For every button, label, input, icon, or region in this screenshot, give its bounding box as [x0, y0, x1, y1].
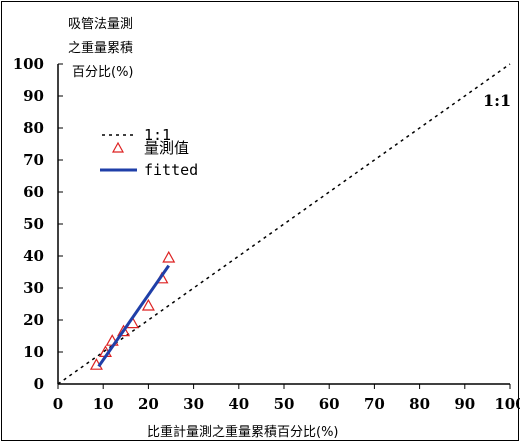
measured-point	[162, 250, 176, 263]
y-tick-label: 0	[34, 375, 44, 393]
one-to-one-line	[57, 63, 511, 385]
one-to-one-annotation: 1:1	[483, 91, 511, 110]
measured-point	[117, 324, 131, 337]
y-tick-label: 90	[23, 87, 44, 105]
x-tick-label: 70	[364, 395, 385, 413]
x-tick-label: 50	[274, 395, 295, 413]
x-tick-label: 80	[409, 395, 430, 413]
y-tick-label: 30	[23, 279, 44, 297]
y-axis-label-line-1: 吸管法量測	[68, 17, 133, 32]
x-tick-label: 60	[319, 395, 340, 413]
measured-point	[141, 298, 155, 311]
x-tick-label: 100	[494, 395, 520, 413]
legend-label-measured: 量測值	[144, 139, 189, 157]
y-tick-label: 10	[23, 343, 44, 361]
legend-label-fitted: fitted	[144, 161, 198, 179]
axis-ticks: 0 10 20 30 40 50 60 70 80 90 100 0 10 20 30 40 50 60 70 80 9…	[13, 55, 520, 413]
x-tick-label: 40	[228, 395, 249, 413]
legend-label-1to1: 1:1	[144, 126, 171, 144]
y-tick-label: 80	[23, 119, 44, 137]
y-tick-label: 60	[23, 183, 44, 201]
y-tick-label: 100	[13, 55, 44, 73]
y-axis-label-line-3: 百分比(%)	[72, 65, 134, 80]
x-axis-label: 比重計量測之重量累積百分比(%)	[147, 424, 339, 440]
y-axis-label-line-2: 之重量累積	[68, 40, 133, 56]
x-tick-label: 0	[53, 395, 63, 413]
legend: 1:1 量測值 fitted	[100, 126, 198, 179]
fitted-line	[97, 264, 170, 368]
y-tick-label: 40	[23, 247, 44, 265]
x-tick-label: 90	[454, 395, 475, 413]
x-tick-label: 20	[138, 395, 159, 413]
x-tick-label: 10	[93, 395, 114, 413]
y-tick-label: 20	[23, 311, 44, 329]
y-tick-label: 70	[23, 151, 44, 169]
y-tick-label: 50	[23, 215, 44, 233]
legend-swatch-measured	[111, 141, 125, 153]
plot-marks	[57, 63, 511, 385]
x-tick-label: 30	[183, 395, 204, 413]
